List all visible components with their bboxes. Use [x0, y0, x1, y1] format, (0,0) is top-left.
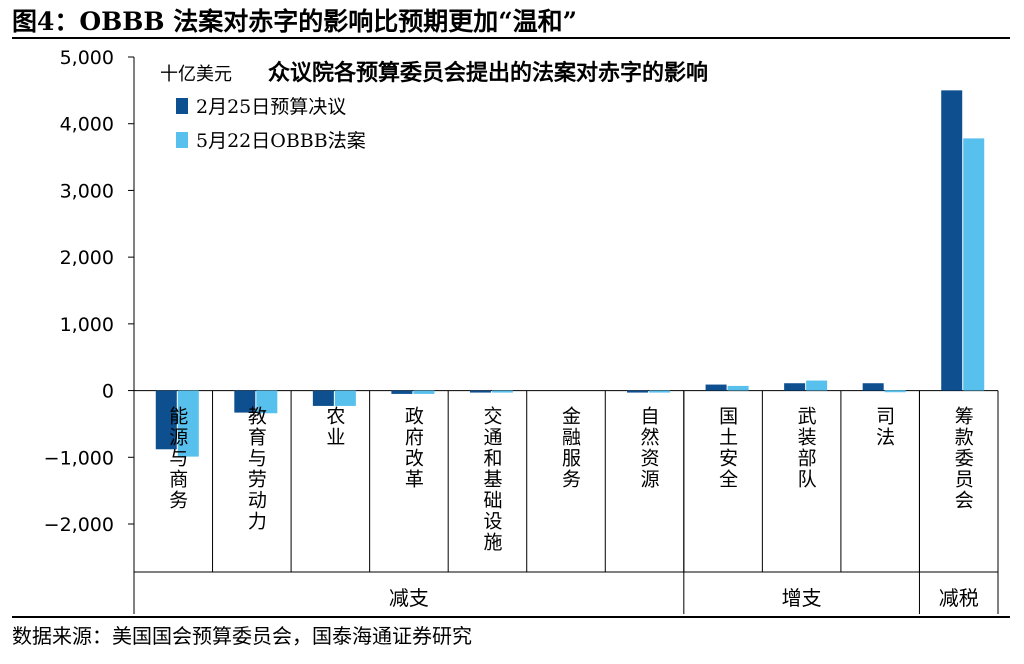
category-label: 筹款委员会: [952, 406, 974, 511]
unit-label: 十亿美元: [160, 64, 232, 85]
category-label: 农业: [323, 406, 345, 448]
bar-1: [862, 383, 884, 391]
bar-2: [413, 390, 435, 394]
category-label: 国土安全: [716, 406, 738, 490]
category-label: 教育与劳动力: [245, 406, 267, 532]
bar-2: [806, 380, 828, 391]
bar-2: [649, 390, 671, 393]
bar-2: [727, 385, 749, 391]
category-label: 金融服务: [559, 406, 581, 490]
figure-title: 图4：OBBB 法案对赤字的影响比预期更加“温和”: [12, 7, 578, 36]
legend-swatch: [176, 98, 188, 114]
category-label: 自然资源: [638, 406, 660, 490]
y-tick-label: 5,000: [60, 47, 114, 69]
bar-2: [884, 390, 906, 393]
group-label: 增支: [782, 586, 822, 610]
data-source: 数据来源：美国国会预算委员会，国泰海通证券研究: [12, 624, 472, 648]
bar-1: [941, 90, 963, 391]
group-label: 减支: [389, 586, 429, 610]
y-tick-label: 2,000: [60, 247, 114, 269]
legend-swatch: [176, 132, 188, 148]
category-label: 司法: [873, 406, 895, 448]
bar-1: [469, 390, 491, 393]
bar-2: [256, 390, 278, 414]
bar-1: [784, 383, 806, 391]
legend-label: 2月25日预算决议: [196, 96, 346, 118]
category-label: 能源与商务: [166, 406, 188, 511]
y-tick-label: −2,000: [44, 514, 114, 536]
group-label: 减税: [939, 586, 979, 610]
bar-1: [705, 384, 727, 391]
legend-label: 5月22日OBBB法案: [196, 130, 366, 152]
source-rule: [12, 616, 1010, 618]
category-label: 政府改革: [402, 406, 424, 490]
chart-title: 众议院各预算委员会提出的法案对赤字的影响: [268, 60, 708, 86]
bar-1: [155, 390, 177, 450]
bar-2: [177, 390, 199, 457]
bar-2: [963, 138, 985, 391]
bar-1: [627, 390, 649, 393]
bar-2: [334, 390, 356, 406]
y-tick-label: 0: [102, 381, 114, 403]
y-tick-label: −1,000: [44, 447, 114, 469]
category-label: 武装部队: [795, 406, 817, 490]
bar-1: [234, 390, 256, 413]
bar-2: [491, 390, 513, 393]
title-rule: [12, 37, 1010, 39]
bar-1: [312, 390, 334, 406]
category-label: 交通和基础设施: [480, 406, 502, 553]
bar-1: [391, 390, 413, 394]
y-tick-label: 4,000: [60, 114, 114, 136]
y-tick-label: 3,000: [60, 180, 114, 202]
y-tick-label: 1,000: [60, 314, 114, 336]
